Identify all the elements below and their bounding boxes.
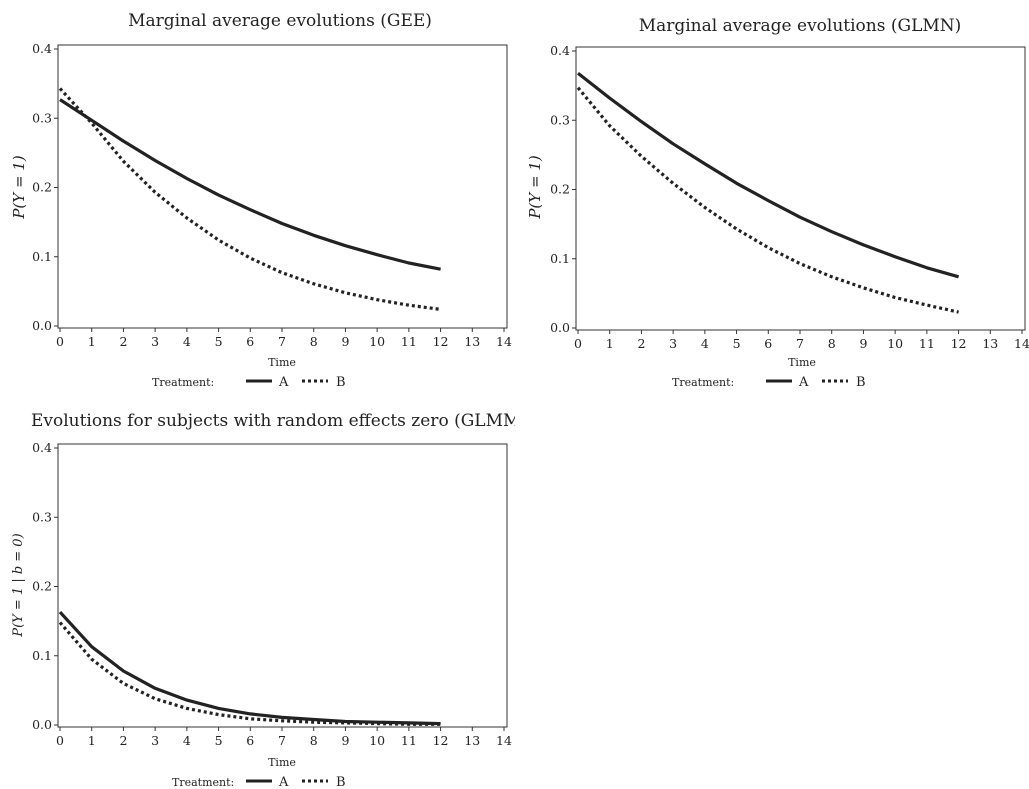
y-tick-label: 0.3	[32, 110, 52, 125]
y-tick-label: 0.2	[550, 182, 570, 197]
x-tick-label: 12	[433, 733, 449, 748]
x-tick-label: 6	[246, 334, 254, 349]
y-tick-label: 0.0	[32, 717, 52, 732]
y-axis-label: P(Y = 1)	[10, 155, 28, 219]
x-axis-label: Time	[788, 356, 816, 369]
x-tick-label: 1	[88, 334, 96, 349]
chart-title: Marginal average evolutions (GEE)	[128, 11, 432, 31]
x-tick-label: 1	[606, 336, 614, 351]
x-tick-label: 5	[733, 336, 741, 351]
legend-label-b: B	[336, 375, 346, 390]
x-tick-label: 3	[151, 733, 159, 748]
x-tick-label: 14	[496, 334, 512, 349]
legend-title: Treatment:	[672, 376, 734, 389]
x-tick-label: 5	[215, 334, 223, 349]
chart-glmn: Marginal average evolutions (GLMN) P(Y =…	[526, 16, 1029, 390]
x-tick-label: 12	[433, 334, 449, 349]
series-line-a	[577, 71, 960, 279]
legend-label-b: B	[336, 775, 346, 789]
chart-title: Marginal average evolutions (GLMN)	[639, 16, 962, 36]
legend-title: Treatment:	[172, 776, 234, 789]
x-tick-label: 3	[151, 334, 159, 349]
x-tick-label: 6	[764, 336, 772, 351]
chart-glmm: Evolutions for subjects with random effe…	[11, 411, 515, 789]
x-tick-label: 5	[215, 733, 223, 748]
x-tick-label: 11	[401, 334, 417, 349]
y-tick-label: 0.3	[550, 112, 570, 127]
series-line-a	[59, 98, 441, 271]
y-tick-label: 0.2	[32, 579, 52, 594]
x-tick-label: 0	[574, 336, 582, 351]
x-tick-label: 10	[887, 336, 903, 351]
x-tick-label: 13	[982, 336, 998, 351]
x-tick-label: 1	[88, 733, 96, 748]
y-tick-label: 0.4	[32, 41, 52, 56]
x-tick-label: 2	[637, 336, 645, 351]
y-tick-label: 0.2	[32, 180, 52, 195]
x-tick-label: 4	[183, 334, 191, 349]
x-tick-label: 14	[496, 733, 512, 748]
x-tick-label: 9	[859, 336, 867, 351]
legend-label-a: A	[278, 775, 289, 789]
x-tick-label: 11	[919, 336, 935, 351]
y-tick-label: 0.0	[32, 318, 52, 333]
y-axis-label: P(Y = 1 | b = 0)	[11, 533, 26, 637]
legend-label-a: A	[278, 375, 289, 390]
x-tick-label: 9	[341, 334, 349, 349]
y-axis-label: P(Y = 1)	[526, 155, 544, 219]
chart-title: Evolutions for subjects with random effe…	[31, 411, 515, 431]
x-tick-label: 11	[401, 733, 417, 748]
y-tick-label: 0.3	[32, 509, 52, 524]
x-tick-label: 0	[56, 334, 64, 349]
x-tick-label: 6	[246, 733, 254, 748]
x-tick-label: 7	[796, 336, 804, 351]
x-tick-label: 3	[669, 336, 677, 351]
x-tick-label: 8	[310, 733, 318, 748]
x-tick-label: 7	[278, 334, 286, 349]
y-tick-label: 0.4	[32, 440, 52, 455]
series-line-a	[58, 611, 441, 726]
x-tick-label: 4	[183, 733, 191, 748]
y-tick-label: 0.1	[32, 249, 52, 264]
x-tick-label: 10	[369, 733, 385, 748]
x-axis-label: Time	[268, 356, 296, 369]
x-tick-label: 2	[119, 733, 127, 748]
x-tick-label: 12	[951, 336, 967, 351]
x-tick-label: 9	[341, 733, 349, 748]
x-tick-label: 14	[1014, 336, 1029, 351]
x-tick-label: 8	[828, 336, 836, 351]
legend: Treatment: A B	[672, 375, 866, 390]
series-line-b	[58, 87, 441, 311]
x-axis-label: Time	[268, 756, 296, 769]
x-tick-label: 10	[369, 334, 385, 349]
series-line-b	[576, 86, 959, 314]
x-tick-label: 4	[701, 336, 709, 351]
legend-label-a: A	[798, 375, 809, 390]
legend-title: Treatment:	[152, 376, 214, 389]
y-tick-label: 0.1	[32, 648, 52, 663]
plot-frame	[575, 46, 1026, 331]
chart-gee: Marginal average evolutions (GEE) P(Y = …	[10, 11, 512, 390]
x-tick-label: 2	[119, 334, 127, 349]
x-tick-label: 13	[464, 334, 480, 349]
x-tick-label: 7	[278, 733, 286, 748]
plot-frame	[57, 44, 508, 329]
legend: Treatment: A B	[152, 375, 346, 390]
y-tick-label: 0.0	[550, 320, 570, 335]
y-tick-label: 0.4	[550, 43, 570, 58]
y-tick-label: 0.1	[550, 251, 570, 266]
x-tick-label: 13	[464, 733, 480, 748]
series-line-b	[58, 621, 441, 726]
x-tick-label: 0	[56, 733, 64, 748]
x-tick-label: 8	[310, 334, 318, 349]
legend-label-b: B	[856, 375, 866, 390]
legend: Treatment: A B	[172, 775, 346, 789]
